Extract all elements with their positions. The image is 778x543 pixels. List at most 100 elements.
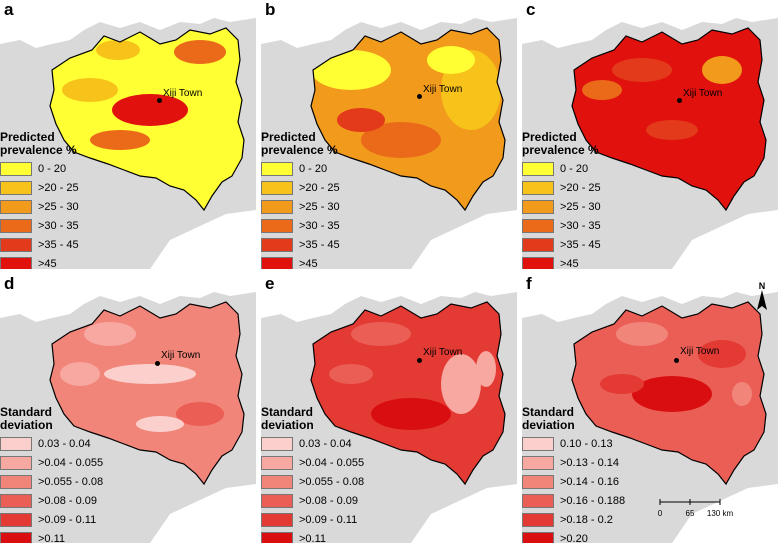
legend-item: >0.055 - 0.08 — [0, 472, 103, 491]
legend-label: 0 - 20 — [299, 162, 328, 175]
legend-swatch — [522, 161, 554, 176]
sea-area — [672, 484, 778, 543]
legend-swatch — [261, 199, 293, 214]
legend-swatch — [261, 474, 293, 489]
map-patch — [612, 58, 672, 82]
legend-swatch — [0, 180, 32, 195]
xiji-town-marker — [417, 358, 422, 363]
map-patch — [427, 46, 475, 74]
panel-label: e — [265, 274, 275, 293]
panel-label: a — [4, 0, 14, 19]
legend-item: >20 - 25 — [261, 178, 340, 197]
legend-item: >25 - 30 — [0, 197, 79, 216]
scale-tick-2: 130 km — [707, 509, 734, 518]
legend-item: >20 - 25 — [522, 178, 601, 197]
region-outline — [49, 27, 245, 212]
legend-swatch — [0, 531, 32, 543]
legend-swatch — [0, 436, 32, 451]
legend-swatch — [522, 493, 554, 508]
panel-label: b — [265, 0, 276, 19]
sea-area — [150, 484, 256, 543]
sea-area — [0, 274, 256, 322]
region-outline — [310, 301, 506, 486]
legend-swatch — [261, 256, 293, 269]
xiji-town-marker — [157, 98, 162, 103]
region-map — [261, 274, 517, 543]
legend-item: 0 - 20 — [522, 159, 601, 178]
region-outline — [571, 301, 767, 486]
legend-swatch — [261, 180, 293, 195]
map-patch — [329, 364, 373, 384]
scale-tick-0: 0 — [658, 509, 663, 518]
legend-item: >0.11 — [0, 529, 103, 543]
legend-label: >45 — [38, 257, 57, 270]
legend-item: >35 - 45 — [261, 235, 340, 254]
legend-label: >0.09 - 0.11 — [299, 513, 358, 526]
xiji-town-label: Xiji Town — [161, 350, 201, 361]
prevalence-legend: Predicted prevalence % 0 - 20 >20 - 25 >25 -… — [522, 131, 601, 269]
legend-item: 0 - 20 — [261, 159, 340, 178]
sd-legend: Standard deviation 0.10 - 0.13 >0.13 - 0.14… — [522, 406, 625, 543]
region-patches — [582, 56, 742, 140]
map-patch — [732, 382, 752, 406]
sea-area — [672, 210, 778, 269]
sd-legend: Standard deviation 0.03 - 0.04 >0.04 - 0.05… — [261, 406, 364, 543]
map-panel-d: d Xiji Town Standard deviation 0.03 - 0.04… — [0, 274, 256, 543]
legend-item: >0.14 - 0.16 — [522, 472, 625, 491]
xiji-town-label: Xiji Town — [423, 347, 463, 358]
legend-swatch — [0, 237, 32, 252]
legend-item: 0.10 - 0.13 — [522, 434, 625, 453]
map-panel-b: b Xiji Town Predicted prevalence % 0 - 20 >… — [261, 0, 517, 269]
legend-title-line2: prevalence % — [261, 143, 338, 157]
map-patch — [96, 40, 140, 60]
map-patch — [600, 374, 644, 394]
map-patch — [60, 362, 100, 386]
legend-label: 0 - 20 — [38, 162, 67, 175]
map-panel-f: f Xiji Town Standard deviation 0.10 - 0.13… — [522, 274, 778, 543]
legend-title-line2: prevalence % — [0, 143, 77, 157]
legend-swatch — [261, 161, 293, 176]
legend-label: >0.11 — [38, 532, 66, 543]
legend-item: >0.04 - 0.055 — [261, 453, 364, 472]
sea-area — [522, 274, 778, 322]
legend-item: >0.16 - 0.188 — [522, 491, 625, 510]
prevalence-legend: Predicted prevalence % 0 - 20 >20 - 25 >25 -… — [0, 131, 79, 269]
xiji-town-label: Xiji Town — [683, 88, 723, 99]
xiji-town-label: Xiji Town — [423, 84, 463, 95]
map-patch — [616, 322, 668, 346]
map-patch — [582, 80, 622, 100]
legend-item: >20 - 25 — [0, 178, 79, 197]
legend-label: >0.055 - 0.08 — [299, 475, 365, 488]
xiji-town-label: Xiji Town — [163, 88, 203, 99]
legend-swatch — [522, 180, 554, 195]
legend-label: >0.055 - 0.08 — [38, 475, 104, 488]
legend-swatch — [522, 512, 554, 527]
legend-title-line1: Predicted — [522, 130, 577, 144]
legend-swatch — [261, 237, 293, 252]
legend-title-line2: deviation — [0, 418, 53, 432]
legend-label: >0.14 - 0.16 — [560, 475, 620, 488]
legend-item: >0.08 - 0.09 — [261, 491, 364, 510]
legend-label: >35 - 45 — [299, 238, 340, 251]
legend-label: >0.08 - 0.09 — [299, 494, 359, 507]
map-patch — [62, 78, 118, 102]
region-outline — [310, 27, 506, 212]
map-patch — [136, 416, 184, 432]
region-fill — [311, 302, 505, 484]
legend-label: >0.18 - 0.2 — [560, 513, 613, 526]
legend-swatch — [522, 455, 554, 470]
region-map — [522, 0, 778, 269]
map-patch — [337, 108, 385, 132]
panel-label: c — [526, 0, 536, 19]
legend-item: >0.08 - 0.09 — [0, 491, 103, 510]
legend-swatch — [0, 512, 32, 527]
xiji-town-label: Xiji Town — [680, 346, 720, 357]
map-patch — [476, 351, 496, 387]
legend-title-line1: Standard — [0, 405, 53, 419]
legend-item: >0.09 - 0.11 — [261, 510, 364, 529]
legend-label: >0.04 - 0.055 — [38, 456, 104, 469]
map-patch — [702, 56, 742, 84]
legend-item: >25 - 30 — [522, 197, 601, 216]
region-map — [0, 274, 256, 543]
legend-label: >20 - 25 — [560, 181, 601, 194]
